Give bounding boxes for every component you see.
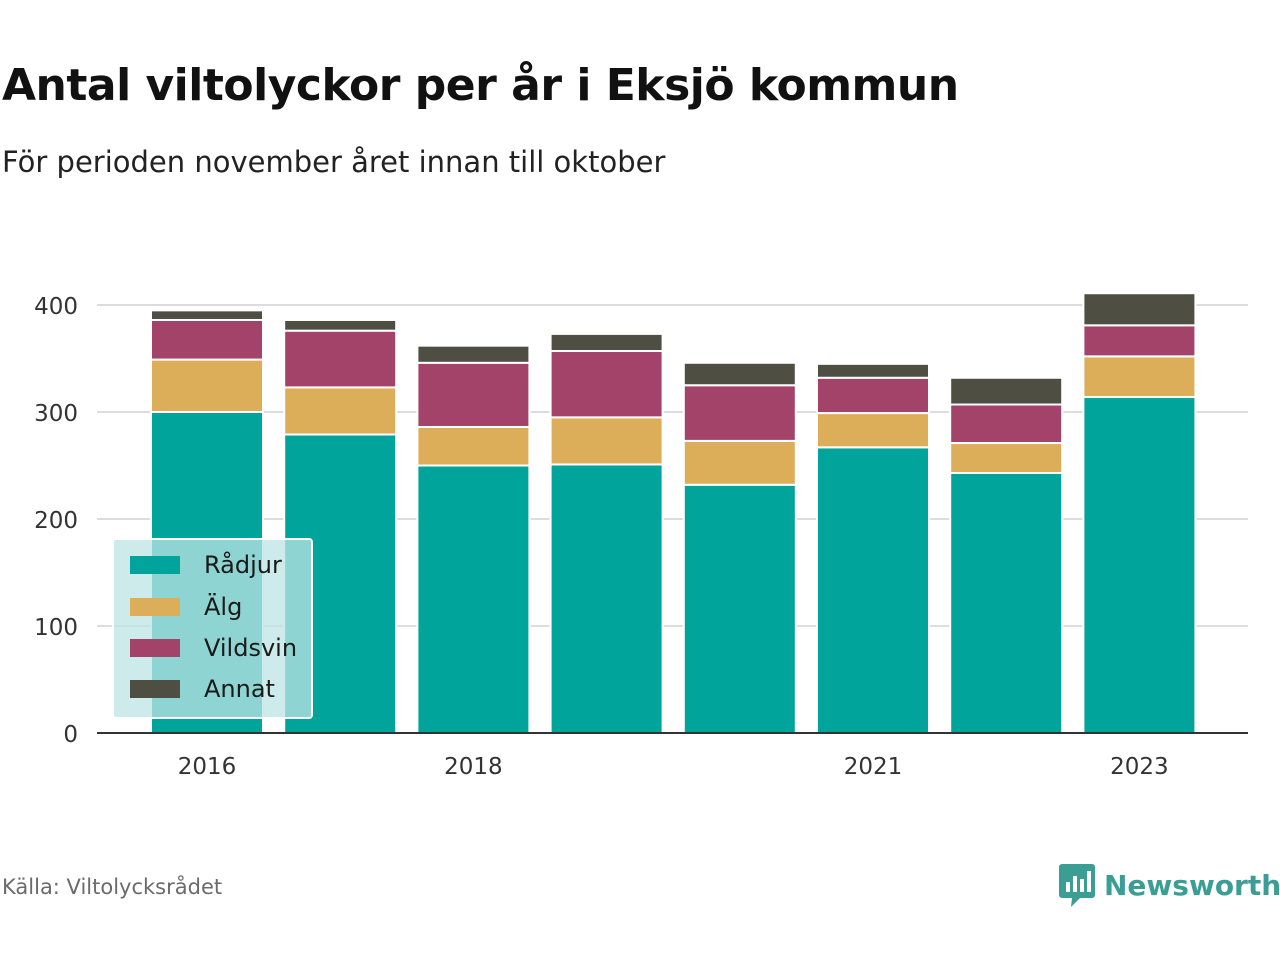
legend-swatch-annat xyxy=(130,680,180,698)
bar-2021-rdjur xyxy=(816,446,930,734)
y-tick-label-400: 400 xyxy=(34,294,78,320)
x-tick-label-2016: 2016 xyxy=(178,754,237,780)
x-tick-label-2023: 2023 xyxy=(1110,754,1169,780)
bar-2020-vildsvin xyxy=(682,384,797,442)
x-tick-label-2021: 2021 xyxy=(844,754,903,780)
brand-name: Newsworthy xyxy=(1104,868,1280,902)
legend-swatch-vildsvin xyxy=(130,639,180,657)
bar-2023-rdjur xyxy=(1082,396,1197,734)
y-tick-label-100: 100 xyxy=(34,615,78,641)
newsworthy-logo-icon xyxy=(1059,864,1095,907)
bar-2022-rdjur xyxy=(949,471,1064,734)
legend-item-alg: Älg xyxy=(130,592,242,622)
y-tick-label-300: 300 xyxy=(34,401,78,427)
legend-label-vildsvin: Vildsvin xyxy=(204,634,298,662)
bar-2023-lg xyxy=(1082,355,1197,399)
legend-item-annat: Annat xyxy=(130,674,275,704)
bar-2019-rdjur xyxy=(549,463,664,734)
y-tick-label-0: 0 xyxy=(63,722,78,748)
legend-label-alg: Älg xyxy=(204,593,243,621)
bar-2020-lg xyxy=(682,439,797,486)
bar-2018-annat xyxy=(416,344,531,364)
chart-subtitle: För perioden november året innan till ok… xyxy=(2,145,666,179)
legend-swatch-alg xyxy=(130,598,180,616)
bar-2021-vildsvin xyxy=(816,376,930,415)
legend-label-radjur: Rådjur xyxy=(204,551,282,579)
bar-2019-lg xyxy=(549,416,664,466)
bar-2021-annat xyxy=(816,362,930,379)
bar-2023-vildsvin xyxy=(1082,324,1197,358)
bar-2017-vildsvin xyxy=(283,329,398,389)
bar-2021-lg xyxy=(816,412,930,449)
bar-2020-annat xyxy=(682,361,797,387)
bar-2019-annat xyxy=(549,332,664,353)
bar-2018-vildsvin xyxy=(416,361,531,428)
chart-legend: Rådjur Älg Vildsvin Annat xyxy=(112,538,313,719)
bar-2016-lg xyxy=(150,358,264,414)
bar-2023-annat xyxy=(1082,292,1197,327)
bar-2022-annat xyxy=(949,376,1064,406)
legend-label-annat: Annat xyxy=(204,675,275,703)
bar-2022-lg xyxy=(949,442,1064,474)
source-note: Källa: Viltolycksrådet xyxy=(2,875,223,899)
bar-2018-lg xyxy=(416,425,531,467)
bar-2018-rdjur xyxy=(416,464,531,734)
y-tick-label-200: 200 xyxy=(34,508,78,534)
bar-2017-lg xyxy=(283,386,398,436)
legend-item-radjur: Rådjur xyxy=(130,550,282,580)
bar-2017-annat xyxy=(283,318,398,332)
bar-2016-annat xyxy=(150,309,264,321)
legend-swatch-radjur xyxy=(130,556,180,574)
chart-title: Antal viltolyckor per år i Eksjö kommun xyxy=(2,60,959,111)
bar-2019-vildsvin xyxy=(549,350,664,419)
brand-logo: Newsworthy xyxy=(1058,862,1280,908)
x-tick-label-2018: 2018 xyxy=(444,754,503,780)
bar-2020-rdjur xyxy=(682,483,797,735)
legend-item-vildsvin: Vildsvin xyxy=(130,633,297,663)
bar-2016-vildsvin xyxy=(150,318,264,361)
bar-2022-vildsvin xyxy=(949,403,1064,445)
